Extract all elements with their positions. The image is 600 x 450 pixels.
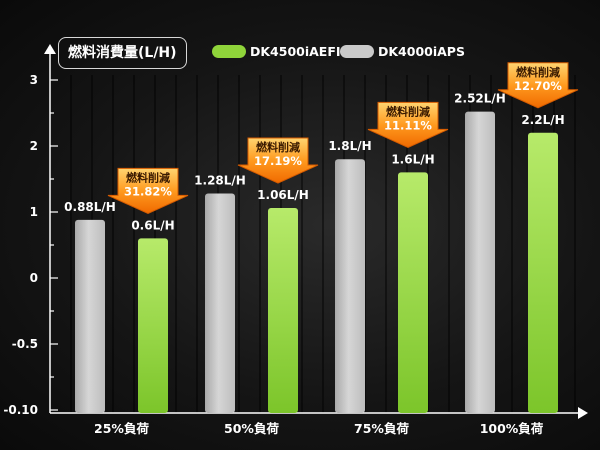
y-tick-label: -0.10 [3, 403, 38, 417]
badge-value: 12.70% [514, 79, 562, 93]
category-label: 75%負荷 [354, 421, 409, 436]
category-label: 100%負荷 [480, 421, 544, 436]
value-label-dk4000iaps: 0.88L/H [64, 200, 116, 214]
chart-title: 燃料消費量(L/H) [58, 37, 187, 69]
bars [75, 111, 558, 414]
down-arrow-icon [107, 167, 189, 214]
value-label-dk4500iaefi: 0.6L/H [131, 218, 174, 232]
legend-label: DK4000iAPS [378, 44, 465, 59]
legend-item-dk4500iaefi: DK4500iAEFI [212, 44, 341, 59]
badge-title: 燃料削減 [385, 104, 430, 118]
axes [44, 44, 588, 419]
down-arrow-icon [367, 101, 449, 148]
y-axis-arrow-icon [44, 44, 56, 54]
y-tick-label: 3 [30, 73, 38, 87]
value-label-dk4500iaefi: 1.6L/H [391, 152, 434, 166]
legend-item-dk4000iaps: DK4000iAPS [340, 44, 465, 59]
category-label: 25%負荷 [94, 421, 149, 436]
category-labels: 25%負荷 50%負荷 75%負荷 100%負荷 [94, 421, 544, 436]
legend-label: DK4500iAEFI [250, 44, 341, 59]
y-tick-label: -0.5 [12, 337, 38, 351]
down-arrow-icon [497, 62, 579, 109]
value-label-dk4000iaps: 1.8L/H [328, 139, 371, 153]
y-tick-labels: 3 2 1 0 -0.5 -0.10 [3, 73, 38, 417]
bar-dk4500iaefi [138, 238, 168, 413]
badge-value: 31.82% [124, 184, 172, 198]
value-label-dk4000iaps: 2.52L/H [454, 92, 506, 106]
badge-value: 11.11% [384, 118, 432, 132]
y-tick-label: 1 [30, 205, 38, 219]
bar-dk4500iaefi [528, 132, 558, 414]
badge-title: 燃料削減 [255, 140, 300, 154]
badge-title: 燃料削減 [125, 170, 170, 184]
badge-title: 燃料削減 [515, 65, 560, 79]
value-label-dk4000iaps: 1.28L/H [194, 174, 246, 188]
down-arrow-icon [237, 137, 319, 184]
legend-swatch-green [212, 45, 246, 58]
value-labels: 0.88L/H 0.6L/H 1.28L/H 1.06L/H 1.8L/H 1.6L/H 2… [64, 92, 565, 233]
value-label-dk4500iaefi: 1.06L/H [257, 188, 309, 202]
bar-dk4500iaefi [268, 208, 298, 413]
legend-swatch-gray [340, 45, 374, 58]
bar-dk4000iaps [335, 159, 365, 413]
grid-lines [49, 75, 576, 413]
category-label: 50%負荷 [224, 421, 279, 436]
y-tick-label: 0 [30, 271, 38, 285]
value-label-dk4500iaefi: 2.2L/H [521, 113, 564, 127]
x-axis-arrow-icon [578, 407, 588, 419]
badge-value: 17.19% [254, 154, 302, 168]
y-tick-label: 2 [30, 139, 38, 153]
bar-dk4000iaps [465, 111, 495, 414]
bar-dk4000iaps [75, 219, 105, 413]
bar-dk4000iaps [205, 193, 235, 413]
bar-dk4500iaefi [398, 172, 428, 413]
